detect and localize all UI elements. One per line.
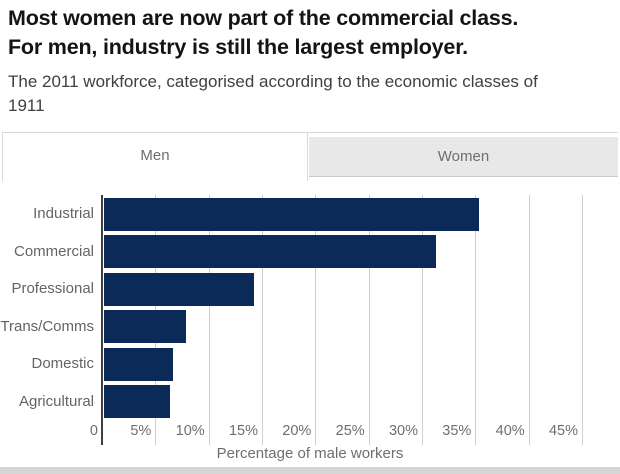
x-tick-label: 45% [548, 423, 578, 439]
bar-professional [104, 272, 255, 306]
page-title: Most women are now part of the commercia… [8, 4, 614, 62]
bar-chart: Percentage of male workers 0 5% 10% 15% 20% 2… [0, 195, 620, 467]
title-line-2: For men, industry is still the largest e… [8, 35, 468, 59]
tab-women[interactable]: Women [309, 137, 618, 177]
gridline [422, 195, 423, 445]
tab-bar: Men Women [2, 132, 618, 181]
gridline [528, 195, 530, 445]
gridline [208, 195, 210, 445]
gridline [262, 195, 263, 445]
x-tick-label: 10% [175, 423, 205, 439]
bar-commercial [104, 235, 436, 268]
category-label: Industrial [33, 205, 94, 222]
x-axis-title: Percentage of male workers [216, 445, 404, 462]
y-axis-line [101, 195, 103, 445]
x-tick-label: 30% [388, 423, 418, 439]
x-tick-label: 40% [495, 423, 525, 439]
category-label: Professional [11, 280, 94, 297]
category-label: Domestic [31, 355, 94, 372]
bar-agricultural [104, 385, 171, 418]
plot-area [101, 195, 586, 445]
x-tick-label: 5% [130, 423, 152, 439]
tab-men[interactable]: Men [2, 132, 308, 181]
chart-subtitle: The 2011 workforce, categorised accordin… [8, 72, 538, 115]
category-label: Commercial [13, 242, 94, 260]
bar-industrial [104, 197, 480, 231]
gridline [475, 195, 477, 445]
bottom-strip [0, 467, 620, 474]
category-label: Agricultural [18, 392, 94, 410]
tab-bar-divider [2, 132, 618, 133]
x-tick-label: 15% [228, 423, 258, 439]
bar-trans-comms [104, 310, 187, 343]
gridline [582, 195, 583, 445]
gridline [368, 195, 370, 445]
gridline [315, 195, 317, 445]
x-tick-label: 20% [282, 423, 312, 439]
x-tick-label: 25% [335, 423, 365, 439]
category-label: Trans/Comms [0, 317, 94, 335]
title-line-1: Most women are now part of the commercia… [8, 6, 519, 30]
x-tick-label: 0 [89, 423, 98, 439]
bar-domestic [104, 347, 174, 381]
x-tick-label: 35% [442, 423, 472, 439]
